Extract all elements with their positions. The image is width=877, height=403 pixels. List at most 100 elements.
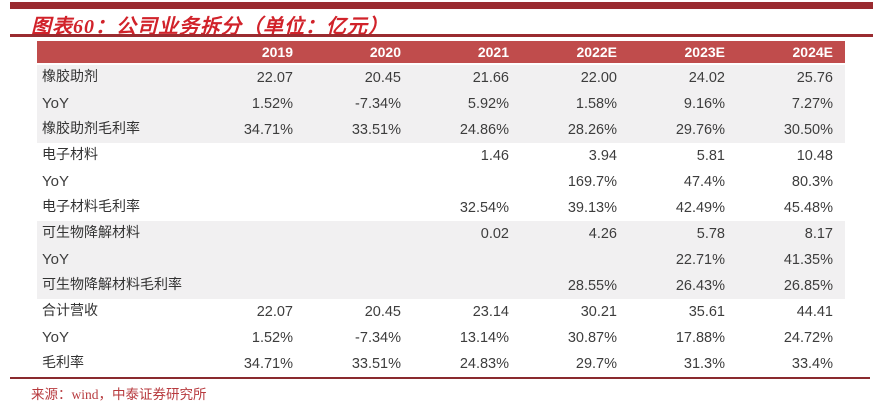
row-label: YoY — [42, 329, 69, 346]
cell-value: 41.35% — [783, 252, 833, 268]
cell-value: 24.83% — [459, 356, 509, 372]
row-label: 合计营收 — [42, 304, 98, 319]
top-divider-bar — [10, 2, 873, 9]
row-label: YoY — [42, 251, 69, 268]
cell-value: 3.94 — [588, 148, 617, 164]
cell-value: 28.55% — [567, 278, 617, 294]
cell-value: -7.34% — [355, 96, 401, 112]
cell-value — [305, 143, 413, 169]
table-row: 橡胶助剂 22.07 20.45 21.66 22.00 24.02 25.76 — [37, 64, 845, 91]
cell-value: 17.88% — [675, 330, 725, 346]
cell-value — [305, 169, 413, 195]
cell-value: 10.48 — [796, 148, 833, 164]
cell-value: 26.43% — [675, 278, 725, 294]
cell-value: 24.86% — [459, 122, 509, 138]
row-label: YoY — [42, 173, 69, 190]
cell-value: 0.02 — [480, 226, 509, 242]
title-underline — [10, 34, 873, 37]
cell-value: 20.45 — [364, 70, 401, 86]
cell-value: 25.76 — [796, 70, 833, 86]
cell-value: 13.14% — [459, 330, 509, 346]
cell-value: 28.26% — [567, 122, 617, 138]
table-row: YoY 169.7% 47.4% 80.3% — [37, 169, 845, 195]
cell-value: 39.13% — [567, 200, 617, 216]
column-header-2019: 2019 — [197, 41, 305, 65]
column-header-2022E: 2022E — [521, 41, 629, 65]
cell-value: 35.61 — [688, 304, 725, 320]
cell-value: 33.4% — [791, 356, 833, 372]
business-breakdown-table: 2019 2020 2021 2022E 2023E 2024E 橡胶助剂 22.07 20.… — [37, 41, 845, 377]
cell-value: 30.50% — [783, 122, 833, 138]
table-row: YoY 22.71% 41.35% — [37, 247, 845, 273]
cell-value: 26.85% — [783, 278, 833, 294]
cell-value: 22.71% — [675, 252, 725, 268]
cell-value: 31.3% — [683, 356, 725, 372]
row-label: YoY — [42, 95, 69, 112]
cell-value: 4.26 — [588, 226, 617, 242]
cell-value — [197, 221, 305, 247]
cell-value: 30.21 — [580, 304, 617, 320]
cell-value — [197, 169, 305, 195]
cell-value — [197, 273, 305, 299]
cell-value — [197, 143, 305, 169]
table-row: 电子材料毛利率 32.54% 39.13% 42.49% 45.48% — [37, 195, 845, 221]
cell-value: 42.49% — [675, 200, 725, 216]
cell-value: 20.45 — [364, 304, 401, 320]
table-row: 毛利率 34.71% 33.51% 24.83% 29.7% 31.3% 33.4% — [37, 351, 845, 377]
cell-value: 7.27% — [791, 96, 833, 112]
cell-value: 5.78 — [696, 226, 725, 242]
cell-value — [521, 247, 629, 273]
cell-value: 34.71% — [243, 122, 293, 138]
column-header-label — [37, 41, 197, 65]
cell-value: 22.07 — [256, 304, 293, 320]
cell-value: 169.7% — [567, 174, 617, 190]
row-label: 可生物降解材料毛利率 — [42, 278, 182, 293]
row-label: 电子材料 — [42, 148, 98, 163]
bottom-divider-line — [10, 377, 870, 379]
row-label: 毛利率 — [42, 356, 84, 371]
cell-value: 24.72% — [783, 330, 833, 346]
cell-value: 44.41 — [796, 304, 833, 320]
cell-value: 1.52% — [251, 96, 293, 112]
cell-value — [305, 221, 413, 247]
cell-value: 29.76% — [675, 122, 725, 138]
table-row: YoY 1.52% -7.34% 5.92% 1.58% 9.16% 7.27% — [37, 91, 845, 117]
cell-value: 8.17 — [804, 226, 833, 242]
cell-value — [305, 195, 413, 221]
source-note: 来源：wind，中泰证券研究所 — [31, 387, 207, 402]
cell-value: 1.46 — [480, 148, 509, 164]
cell-value: 5.81 — [696, 148, 725, 164]
cell-value: 29.7% — [575, 356, 617, 372]
row-label: 电子材料毛利率 — [42, 200, 140, 215]
cell-value: 21.66 — [472, 70, 509, 86]
table-header-row: 2019 2020 2021 2022E 2023E 2024E — [37, 41, 845, 65]
figure-title: 图表60：公司业务拆分（单位：亿元） — [31, 16, 389, 38]
cell-value: 22.00 — [580, 70, 617, 86]
cell-value — [197, 247, 305, 273]
cell-value — [413, 247, 521, 273]
cell-value: 1.58% — [575, 96, 617, 112]
row-label: 橡胶助剂毛利率 — [42, 122, 140, 137]
cell-value: 22.07 — [256, 70, 293, 86]
column-header-2024E: 2024E — [737, 41, 845, 65]
table-row: 可生物降解材料 0.02 4.26 5.78 8.17 — [37, 221, 845, 247]
cell-value: 24.02 — [688, 70, 725, 86]
cell-value — [197, 195, 305, 221]
table-row: 合计营收 22.07 20.45 23.14 30.21 35.61 44.41 — [37, 299, 845, 325]
cell-value: 1.52% — [251, 330, 293, 346]
cell-value: 47.4% — [683, 174, 725, 190]
table-row: 电子材料 1.46 3.94 5.81 10.48 — [37, 143, 845, 169]
cell-value: 34.71% — [243, 356, 293, 372]
cell-value: 80.3% — [791, 174, 833, 190]
cell-value: 33.51% — [351, 356, 401, 372]
cell-value — [305, 273, 413, 299]
table-row: 可生物降解材料毛利率 28.55% 26.43% 26.85% — [37, 273, 845, 299]
cell-value: 23.14 — [472, 304, 509, 320]
cell-value: 33.51% — [351, 122, 401, 138]
table-row: 橡胶助剂毛利率 34.71% 33.51% 24.86% 28.26% 29.76% 30.… — [37, 117, 845, 143]
cell-value — [305, 247, 413, 273]
cell-value: -7.34% — [355, 330, 401, 346]
cell-value: 45.48% — [783, 200, 833, 216]
cell-value — [413, 169, 521, 195]
